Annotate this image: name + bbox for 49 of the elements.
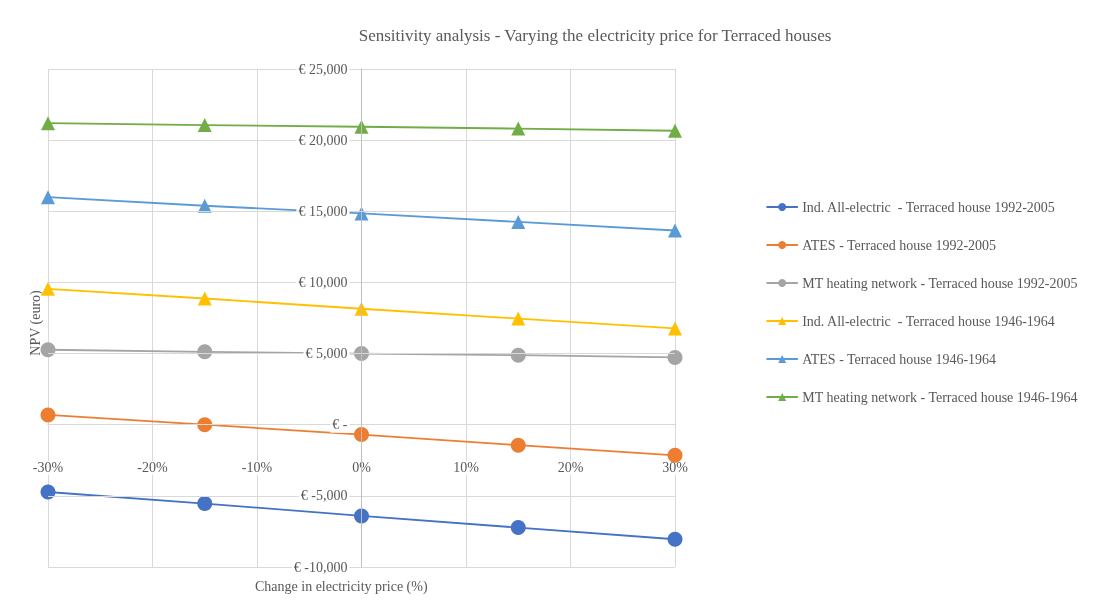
x-tick-label: -20% <box>137 460 168 476</box>
point <box>197 291 212 306</box>
x-tick-label: 0% <box>352 460 372 476</box>
point <box>668 321 682 336</box>
point <box>510 437 526 453</box>
x-axis-title: Change in electricity price (%) <box>255 578 428 595</box>
x-tick-label: 10% <box>453 460 480 476</box>
point <box>667 349 683 365</box>
point <box>667 531 683 547</box>
x-tick-label: -10% <box>241 460 273 476</box>
legend-label: MT heating network - Terraced house 1946-1964 <box>802 389 1078 405</box>
point <box>40 484 56 500</box>
legend-label: Ind. All-electric - Terraced house 1992-2005 <box>802 199 1055 215</box>
point <box>354 427 369 443</box>
point <box>511 214 526 229</box>
y-tick-label: € 20,000 <box>298 132 348 148</box>
point <box>197 198 212 213</box>
y-tick-label: € 10,000 <box>298 274 348 290</box>
point <box>197 118 212 133</box>
legend-label: ATES - Terraced house 1946-1964 <box>802 351 997 367</box>
point <box>197 496 213 512</box>
y-tick-label: € -10,000 <box>293 559 348 575</box>
y-tick-label: € 15,000 <box>298 203 348 219</box>
chart-title: Sensitivity analysis - Varying the electricity price for Terraced houses <box>358 26 832 45</box>
legend-label: ATES - Terraced house 1992-2005 <box>802 237 997 253</box>
y-tick-label: € -5,000 <box>300 488 348 504</box>
point <box>41 190 55 205</box>
point <box>510 347 526 363</box>
point <box>41 281 55 296</box>
point <box>511 121 526 136</box>
legend-label: Ind. All-electric - Terraced house 1946-1964 <box>802 313 1055 329</box>
point <box>41 116 55 131</box>
point <box>668 123 682 138</box>
point <box>40 342 56 358</box>
y-axis-title: NPV (euro) <box>27 289 44 356</box>
y-tick-label: € 5,000 <box>305 346 348 362</box>
y-tick-label: € 25,000 <box>298 61 348 77</box>
x-tick-label: 20% <box>557 460 584 476</box>
point <box>40 407 56 423</box>
legend-label: MT heating network - Terraced house 1992-2005 <box>802 275 1078 291</box>
x-tick-label: -30% <box>32 460 64 476</box>
point <box>511 311 526 326</box>
y-tick-label: € - <box>332 417 348 433</box>
point <box>197 344 213 360</box>
x-tick-label: 30% <box>662 460 689 476</box>
point <box>668 223 682 238</box>
point <box>197 417 213 433</box>
point <box>510 520 526 536</box>
point <box>667 447 683 463</box>
